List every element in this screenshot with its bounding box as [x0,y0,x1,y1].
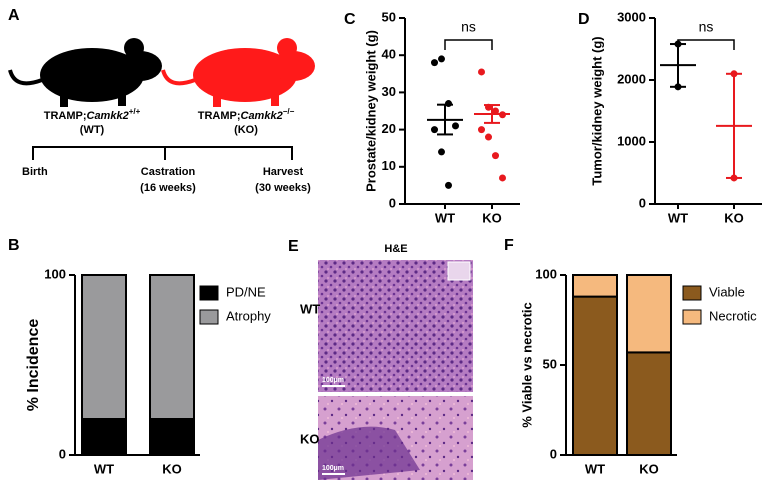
bar-segment [572,274,618,298]
mouse-ko [161,38,315,107]
data-point [492,107,499,115]
panel-label: E [288,238,299,255]
data-point [478,126,485,134]
tissue-region [318,426,420,480]
genotype: +/+ [129,107,141,116]
data-point [492,152,499,160]
timeline-label: Harvest [263,166,304,178]
panel-label: B [8,237,20,254]
legend-label: Necrotic [709,308,757,323]
legend-label: PD/NE [226,284,266,299]
annotation: ns [461,19,476,35]
histology-row-label: WT [300,301,320,316]
histology-title: H&E [384,243,407,255]
data-point [452,122,459,130]
y-tick-label: 10 [382,158,396,173]
y-axis-label: % Viable vs necrotic [519,302,534,428]
panel-label: C [344,11,356,28]
panel-label: A [8,7,20,24]
y-axis-label: Tumor/kidney weight (g) [589,36,604,185]
x-tick-label: KO [482,210,502,225]
bar-segment [626,351,672,456]
mouse-label: TRAMP;Camkk2−/− [198,107,295,122]
y-tick-label: 1000 [617,133,646,148]
histology-row-label: KO [300,431,320,446]
data-point [478,68,485,76]
scale-label: 100µm [322,465,344,472]
scale-label: 100µm [322,377,344,384]
mouse-label: TRAMP;Camkk2+/+ [44,107,141,122]
legend-swatch [199,285,219,301]
significance-bracket [677,39,735,50]
x-tick-label: WT [585,461,605,476]
prefix: TRAMP; [44,110,87,122]
gene: Camkk2 [87,110,129,122]
timeline-label: Castration [141,166,196,178]
bar-segment [81,274,127,420]
data-point [431,59,438,67]
data-point [445,100,452,108]
legend-label: Atrophy [226,308,271,323]
y-tick-label: 0 [639,195,646,210]
bar-segment [572,295,618,456]
y-tick-label: 50 [543,356,557,371]
legend-label: Viable [709,284,745,299]
mouse-group: (WT) [80,124,105,136]
x-tick-label: KO [639,461,659,476]
bar-segment [149,274,195,420]
y-tick-label: 100 [44,266,66,281]
legend-swatch [682,285,702,301]
y-axis-label: Prostate/kidney weight (g) [363,30,378,192]
data-point [438,148,445,156]
bar-segment [149,418,195,456]
data-point [499,174,506,182]
panel-label: D [578,11,590,28]
significance-bracket [444,39,493,50]
legend-swatch [199,309,219,325]
timeline-sub: (16 weeks) [140,182,196,194]
legend-swatch [682,309,702,325]
y-tick-label: 3000 [617,9,646,24]
y-tick-label: 40 [382,47,396,62]
annotation: ns [699,19,714,35]
mouse-wt [8,38,162,107]
y-axis-label: % Incidence [25,319,42,412]
y-tick-label: 100 [535,266,557,281]
y-tick-label: 2000 [617,71,646,86]
data-point [445,181,452,189]
timeline-sub: (30 weeks) [255,182,311,194]
y-tick-label: 30 [382,84,396,99]
y-tick-label: 0 [59,446,66,461]
genotype: −/− [283,107,295,116]
timeline-label: Birth [22,166,48,178]
x-tick-label: KO [724,210,744,225]
data-point [438,55,445,63]
data-point [485,133,492,141]
y-tick-label: 20 [382,121,396,136]
panel-label: F [504,237,514,254]
y-tick-label: 50 [382,9,396,24]
y-tick-label: 0 [389,195,396,210]
data-point [431,126,438,134]
x-tick-label: WT [435,210,455,225]
histology-image [318,260,473,392]
thumbnail [447,261,471,281]
bar-segment [81,418,127,456]
bar-segment [626,274,672,354]
x-tick-label: WT [668,210,688,225]
y-tick-label: 0 [550,446,557,461]
x-tick-label: KO [162,461,182,476]
mouse-group: (KO) [234,124,258,136]
prefix: TRAMP; [198,110,241,122]
timeline [32,146,293,160]
gene: Camkk2 [241,110,283,122]
x-tick-label: WT [94,461,114,476]
